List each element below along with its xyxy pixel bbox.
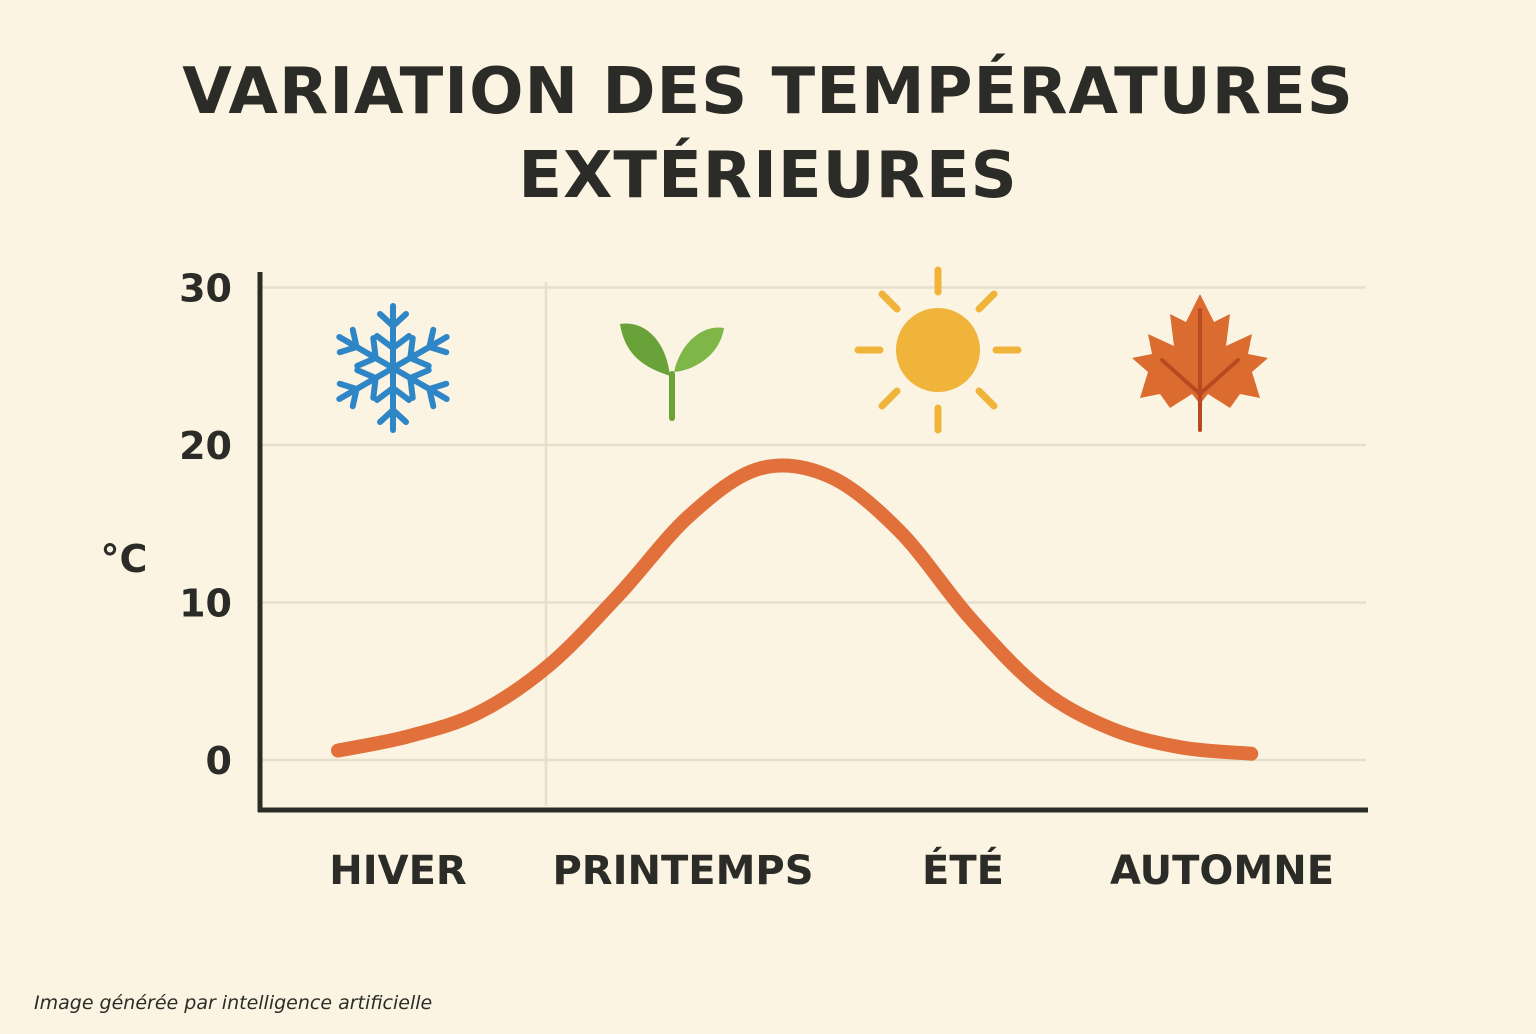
ai-credit-note: Image générée par intelligence artificie… xyxy=(34,992,433,1014)
chart-title-line-2: EXTÉRIEURES xyxy=(518,139,1018,213)
maple-leaf-icon xyxy=(1132,294,1268,432)
temperature-curve-0 xyxy=(331,458,1259,761)
sun-icon xyxy=(854,266,1022,434)
y-axis-unit: °C xyxy=(101,537,148,581)
sprout-icon xyxy=(620,323,724,421)
chart-title: VARIATION DES TEMPÉRATURES EXTÉRIEURES xyxy=(0,50,1536,218)
y-tick-label: 20 xyxy=(179,424,232,468)
chart-axes xyxy=(257,272,1368,813)
snowflake-icon xyxy=(331,303,454,430)
axis-labels: 0 10 20 30 °C HIVER PRINTEMPS ÉTÉ AUTOMNE xyxy=(101,267,1335,895)
x-category-label: HIVER xyxy=(329,848,466,894)
x-category-label: AUTOMNE xyxy=(1110,848,1334,894)
grid-lines xyxy=(260,282,1366,806)
temperature-series xyxy=(331,458,1259,761)
y-tick-label: 30 xyxy=(179,267,232,311)
x-category-label: PRINTEMPS xyxy=(552,848,813,894)
y-tick-label: 0 xyxy=(206,739,232,783)
y-tick-label: 10 xyxy=(179,582,232,626)
x-category-label: ÉTÉ xyxy=(922,846,1004,894)
season-icons xyxy=(331,266,1268,434)
chart-title-line-1: VARIATION DES TEMPÉRATURES xyxy=(182,55,1354,129)
